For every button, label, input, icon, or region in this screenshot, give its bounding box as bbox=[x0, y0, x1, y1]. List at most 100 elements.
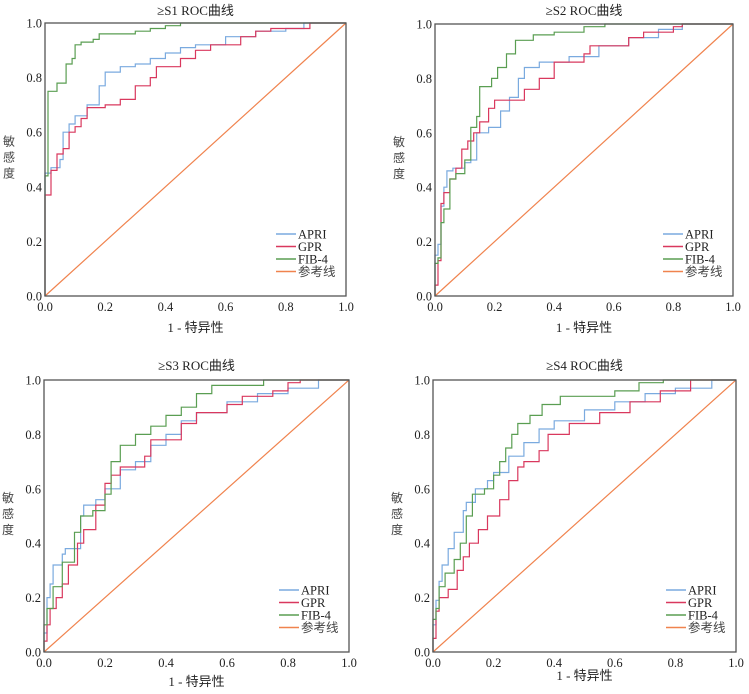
x-axis-label: 1 - 特异性 bbox=[168, 674, 224, 689]
series-line-fib-4 bbox=[434, 23, 733, 296]
x-tick-label: 0.0 bbox=[427, 300, 443, 314]
legend-label: 参考线 bbox=[688, 620, 726, 635]
plot-frame bbox=[434, 23, 734, 297]
series-line-reference bbox=[44, 22, 347, 297]
x-tick-label: 0.6 bbox=[606, 300, 622, 314]
y-tick-label: 0.0 bbox=[414, 646, 430, 660]
x-tick-label: 0.6 bbox=[218, 300, 234, 314]
y-tick-label: 1.0 bbox=[414, 374, 430, 388]
y-axis-label-char: 敏 bbox=[2, 490, 14, 505]
plot-frame bbox=[44, 22, 347, 297]
y-axis-label-char: 感 bbox=[393, 150, 405, 165]
y-axis-label: 敏感度 bbox=[2, 490, 14, 537]
y-axis-label-char: 度 bbox=[391, 522, 403, 537]
x-tick-label: 0.8 bbox=[278, 300, 294, 314]
plot-frame bbox=[432, 379, 737, 653]
y-tick-label: 0.2 bbox=[416, 235, 432, 249]
chart-title: ≥S4 ROC曲线 bbox=[546, 358, 623, 373]
series-line-fib-4 bbox=[432, 379, 736, 652]
y-tick-label: 0.0 bbox=[416, 290, 432, 304]
roc-chart-s2: ≥S2 ROC曲线 0.0 0.2 0.4 0.6 0.8 1.0 0.0 0.2 0.4 0.6 0… bbox=[375, 0, 749, 345]
x-tick-label: 0.0 bbox=[425, 656, 441, 670]
series-line-fib-4 bbox=[44, 22, 346, 296]
y-tick-label: 0.8 bbox=[25, 428, 41, 442]
x-tick-label: 0.2 bbox=[487, 300, 503, 314]
y-tick-label: 0.6 bbox=[416, 126, 432, 140]
y-tick-label: 0.8 bbox=[416, 72, 432, 86]
y-tick-label: 0.6 bbox=[26, 126, 42, 140]
y-axis-label-char: 感 bbox=[3, 150, 15, 165]
y-tick-label: 1.0 bbox=[25, 374, 41, 388]
y-axis-label-char: 敏 bbox=[3, 134, 15, 149]
legend-label: FIB-4 bbox=[298, 253, 329, 267]
roc-chart-svg: ≥S3 ROC曲线 0.0 0.2 0.4 0.6 0.8 1.0 0.0 0.2 0.4 0.6 0… bbox=[2, 358, 357, 689]
x-tick-label: 0.2 bbox=[97, 656, 113, 670]
legend-label: APRI bbox=[301, 584, 329, 598]
legend-label: 参考线 bbox=[301, 620, 339, 635]
series-line-reference bbox=[432, 379, 737, 653]
y-axis-label: 敏感度 bbox=[393, 134, 405, 181]
chart-title: ≥S3 ROC曲线 bbox=[158, 358, 235, 373]
x-tick-label: 0.8 bbox=[666, 300, 682, 314]
legend-label: GPR bbox=[688, 596, 713, 610]
x-tick-label: 0.6 bbox=[219, 656, 235, 670]
x-tick-label: 0.6 bbox=[607, 656, 623, 670]
y-axis-label-char: 度 bbox=[3, 166, 15, 181]
series-line-gpr bbox=[432, 379, 736, 652]
x-tick-label: 0.8 bbox=[668, 656, 684, 670]
y-tick-label: 0.0 bbox=[26, 290, 42, 304]
y-axis-label-char: 感 bbox=[2, 506, 14, 521]
legend-label: GPR bbox=[301, 596, 326, 610]
series-line-fib-4 bbox=[43, 379, 349, 652]
plot-frame bbox=[43, 379, 350, 653]
y-axis-label-char: 感 bbox=[391, 506, 403, 521]
series-line-gpr bbox=[44, 22, 346, 296]
legend-label: APRI bbox=[688, 584, 716, 598]
y-tick-label: 0.8 bbox=[26, 71, 42, 85]
y-tick-label: 0.2 bbox=[26, 235, 42, 249]
series-line-apri bbox=[43, 379, 349, 652]
x-tick-label: 0.2 bbox=[97, 300, 113, 314]
y-tick-label: 0.6 bbox=[25, 482, 41, 496]
series-line-reference bbox=[434, 23, 734, 297]
roc-chart-s4: ≥S4 ROC曲线 0.0 0.2 0.4 0.6 0.8 1.0 0.0 0.2 0.4 0.6 0… bbox=[375, 350, 749, 689]
x-tick-label: 1.0 bbox=[341, 656, 357, 670]
y-axis-label-char: 敏 bbox=[393, 134, 405, 149]
y-tick-label: 0.6 bbox=[414, 482, 430, 496]
roc-chart-s1: ≥S1 ROC曲线 0.0 0.2 0.4 0.6 0.8 1.0 0.0 0.2 0.4 0.6 0… bbox=[0, 0, 370, 345]
y-axis-label-char: 敏 bbox=[391, 490, 403, 505]
y-tick-label: 0.2 bbox=[25, 591, 41, 605]
y-axis-label-char: 度 bbox=[393, 166, 405, 181]
legend-label: FIB-4 bbox=[685, 253, 716, 267]
legend-label: APRI bbox=[298, 228, 326, 242]
legend-label: FIB-4 bbox=[301, 609, 332, 623]
x-tick-label: 0.0 bbox=[36, 656, 52, 670]
series-line-reference bbox=[43, 379, 350, 653]
roc-chart-svg: ≥S1 ROC曲线 0.0 0.2 0.4 0.6 0.8 1.0 0.0 0.2 0.4 0.6 0… bbox=[3, 3, 354, 335]
x-tick-label: 0.2 bbox=[486, 656, 502, 670]
x-tick-label: 0.4 bbox=[158, 300, 174, 314]
y-tick-label: 0.2 bbox=[414, 591, 430, 605]
x-axis-label: 1 - 特异性 bbox=[556, 320, 612, 335]
x-tick-label: 1.0 bbox=[725, 300, 741, 314]
x-tick-label: 0.0 bbox=[37, 300, 53, 314]
x-axis-label: 1 - 特异性 bbox=[556, 668, 612, 683]
x-tick-label: 0.8 bbox=[280, 656, 296, 670]
x-tick-label: 0.4 bbox=[158, 656, 174, 670]
roc-chart-s3: ≥S3 ROC曲线 0.0 0.2 0.4 0.6 0.8 1.0 0.0 0.2 0.4 0.6 0… bbox=[0, 350, 370, 689]
y-tick-label: 0.8 bbox=[414, 428, 430, 442]
y-axis-label-char: 度 bbox=[2, 522, 14, 537]
legend-label: FIB-4 bbox=[688, 609, 719, 623]
roc-chart-svg: ≥S4 ROC曲线 0.0 0.2 0.4 0.6 0.8 1.0 0.0 0.2 0.4 0.6 0… bbox=[391, 358, 744, 683]
y-tick-label: 0.4 bbox=[416, 181, 432, 195]
legend-label: GPR bbox=[685, 240, 710, 254]
legend-label: APRI bbox=[685, 228, 713, 242]
roc-chart-svg: ≥S2 ROC曲线 0.0 0.2 0.4 0.6 0.8 1.0 0.0 0.2 0.4 0.6 0… bbox=[393, 3, 741, 335]
legend-label: GPR bbox=[298, 240, 323, 254]
x-tick-label: 1.0 bbox=[338, 300, 354, 314]
y-tick-label: 0.4 bbox=[414, 537, 430, 551]
y-axis-label: 敏感度 bbox=[391, 490, 403, 537]
x-tick-label: 0.4 bbox=[546, 300, 562, 314]
chart-title: ≥S1 ROC曲线 bbox=[157, 3, 234, 18]
